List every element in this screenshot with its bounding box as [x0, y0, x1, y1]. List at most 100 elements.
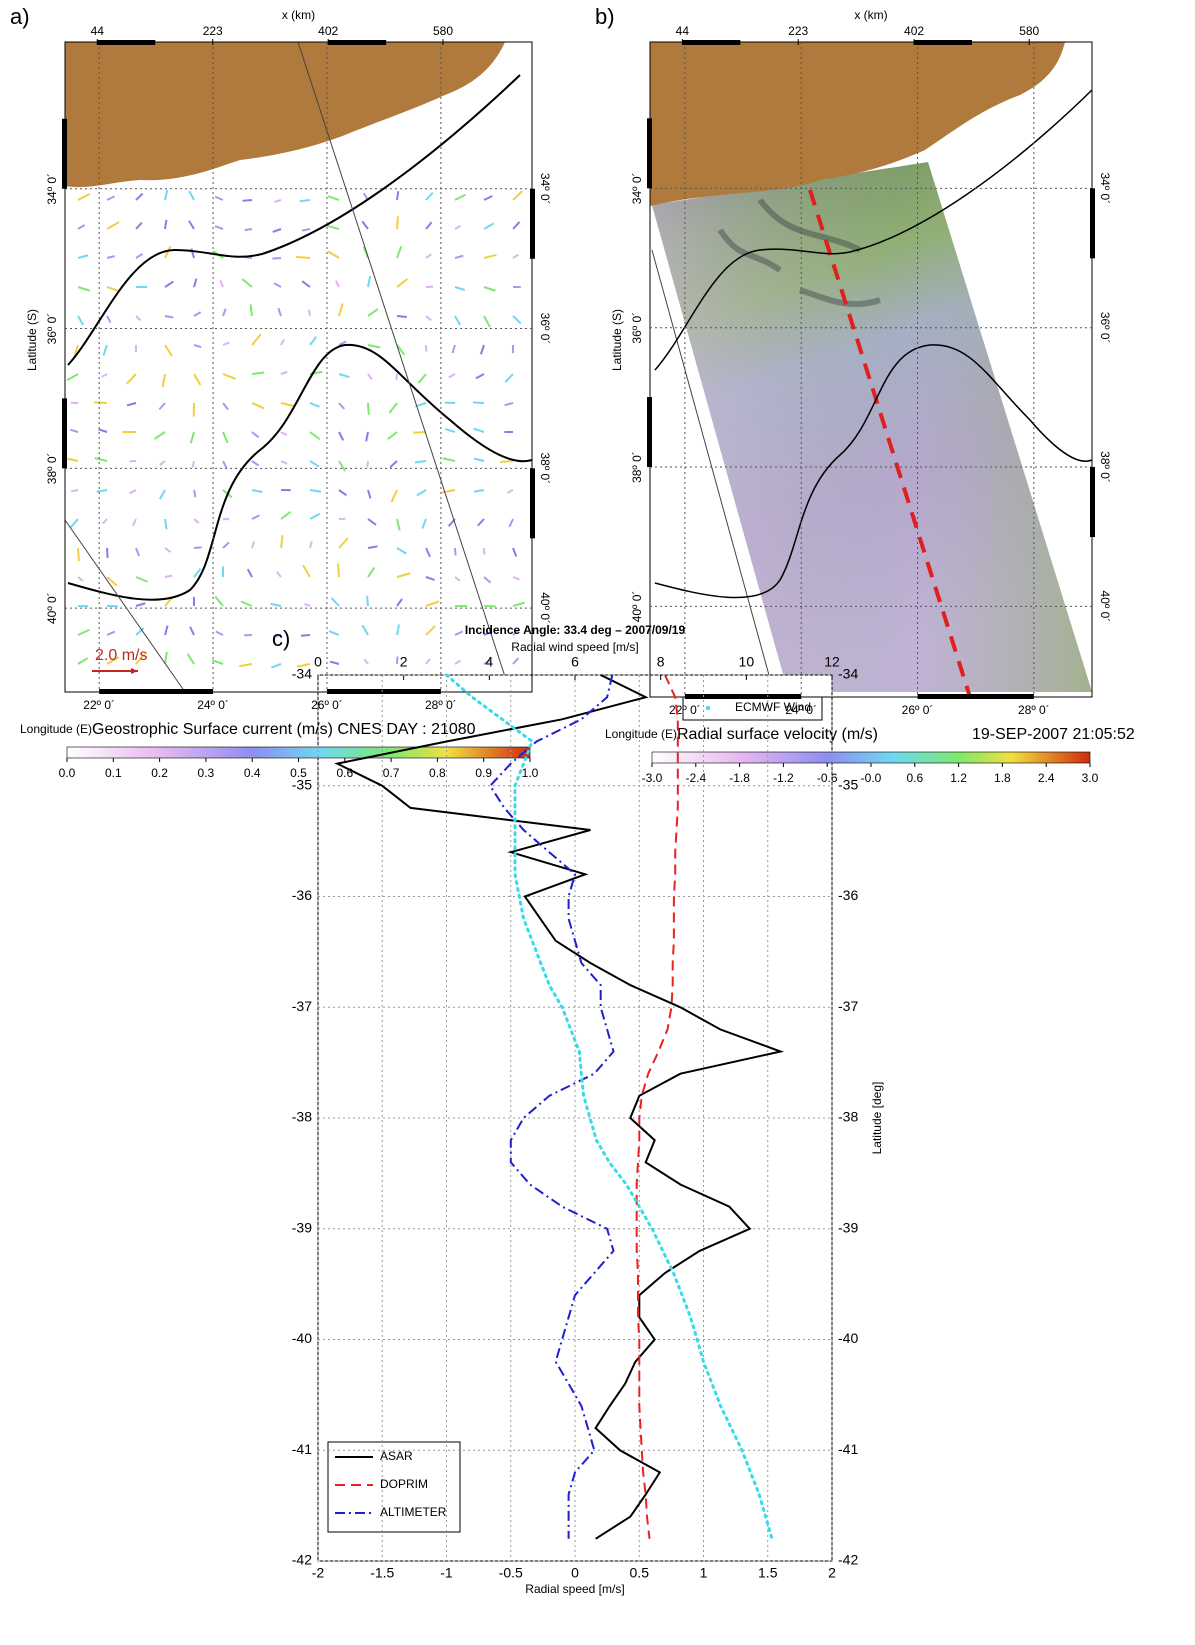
frame-bar: [99, 689, 214, 694]
vector: [129, 489, 137, 495]
vector: [193, 311, 202, 317]
vector: [135, 547, 141, 557]
vector: [186, 653, 195, 665]
vector: [512, 190, 524, 201]
vector: [338, 402, 346, 410]
vector: [302, 564, 311, 578]
vector: [363, 658, 369, 665]
vector: [307, 309, 311, 317]
vector: [338, 431, 345, 441]
series-line: [445, 673, 774, 1541]
vector: [94, 401, 108, 404]
frame-bar: [682, 40, 741, 45]
panel-label: b): [595, 4, 615, 29]
frame-bar: [530, 188, 535, 259]
vector: [367, 489, 372, 499]
vector: [367, 518, 377, 526]
vector: [161, 373, 166, 388]
vector: [416, 489, 427, 497]
vector: [164, 189, 169, 201]
vector: [222, 460, 228, 469]
colorbar-tick-label: 0.6: [906, 771, 923, 785]
y-tick-label: -41: [838, 1441, 858, 1457]
x-tick-label: 26º 0´: [902, 703, 934, 717]
frame-bar: [530, 468, 535, 539]
x-tick-label: -2: [312, 1565, 325, 1581]
vector: [98, 428, 108, 433]
vector: [280, 460, 288, 465]
vector: [425, 191, 434, 201]
vector: [300, 634, 311, 637]
vector: [135, 315, 142, 322]
vector: [365, 431, 369, 442]
x2-tick-label: 0: [314, 654, 322, 670]
vector: [367, 275, 372, 288]
vector: [338, 537, 349, 549]
colorbar-tick-label: -0.0: [861, 771, 882, 785]
vector: [396, 246, 403, 259]
vector: [193, 373, 202, 386]
frame-bar: [917, 694, 1034, 699]
vector: [106, 195, 115, 201]
streamline: [67, 343, 533, 601]
y-tick-label: 34º 0´: [1098, 172, 1112, 204]
frame-bar: [647, 118, 652, 189]
vector: [251, 541, 255, 549]
vector: [388, 402, 398, 414]
vector: [454, 254, 464, 259]
vector: [512, 547, 518, 557]
y-tick-label: 38º 0´: [45, 452, 59, 484]
vector: [413, 431, 427, 434]
vector: [483, 315, 491, 328]
vector: [222, 541, 230, 549]
y-tick-label: -38: [292, 1109, 312, 1125]
vector: [390, 489, 398, 503]
vector: [326, 224, 340, 230]
frame-bar: [647, 397, 652, 468]
vector: [251, 371, 265, 375]
vector: [512, 657, 520, 665]
vector: [222, 308, 227, 317]
sar-swath-tint: [652, 162, 1092, 692]
vector: [303, 602, 311, 607]
vector: [425, 658, 431, 665]
x-tick-label: 22º 0´: [669, 703, 701, 717]
vector: [271, 663, 282, 669]
series-line: [334, 674, 785, 1540]
vector: [367, 308, 379, 317]
vector: [251, 489, 263, 494]
vector: [395, 373, 398, 381]
x2-tick-label: 580: [433, 24, 453, 38]
x-tick-label: -1: [440, 1565, 453, 1581]
y-tick-label: -35: [838, 776, 858, 792]
vector: [366, 460, 369, 468]
vector: [135, 653, 146, 665]
vector: [135, 253, 144, 259]
colorbar-tick-label: 0.3: [198, 766, 215, 780]
colorbar-tick-label: 0.1: [105, 766, 122, 780]
x2-tick-label: 580: [1019, 24, 1039, 38]
colorbar-tick-label: -2.4: [685, 771, 706, 785]
y-tick-label: -40: [838, 1330, 858, 1346]
vector: [158, 402, 166, 411]
vector: [244, 228, 253, 232]
colorbar-tick-label: -3.0: [642, 771, 663, 785]
swath-gap: [1030, 42, 1092, 120]
vector: [275, 571, 282, 578]
vector: [222, 341, 230, 346]
y-tick-label: -42: [292, 1552, 312, 1568]
land: [65, 42, 505, 188]
vector: [414, 460, 427, 464]
vector: [334, 280, 340, 288]
vector: [222, 402, 229, 411]
y-tick-label: 40º 0´: [45, 592, 59, 624]
y-tick-label: 40º 0´: [630, 591, 644, 623]
vector: [193, 278, 198, 288]
colorbar-tick-label: 2.4: [1038, 771, 1055, 785]
vector: [396, 572, 411, 578]
y-tick-label: -37: [838, 998, 858, 1014]
vector: [277, 307, 282, 317]
vector: [309, 540, 313, 549]
y-tick-label: -42: [838, 1552, 858, 1568]
vector: [309, 402, 320, 408]
